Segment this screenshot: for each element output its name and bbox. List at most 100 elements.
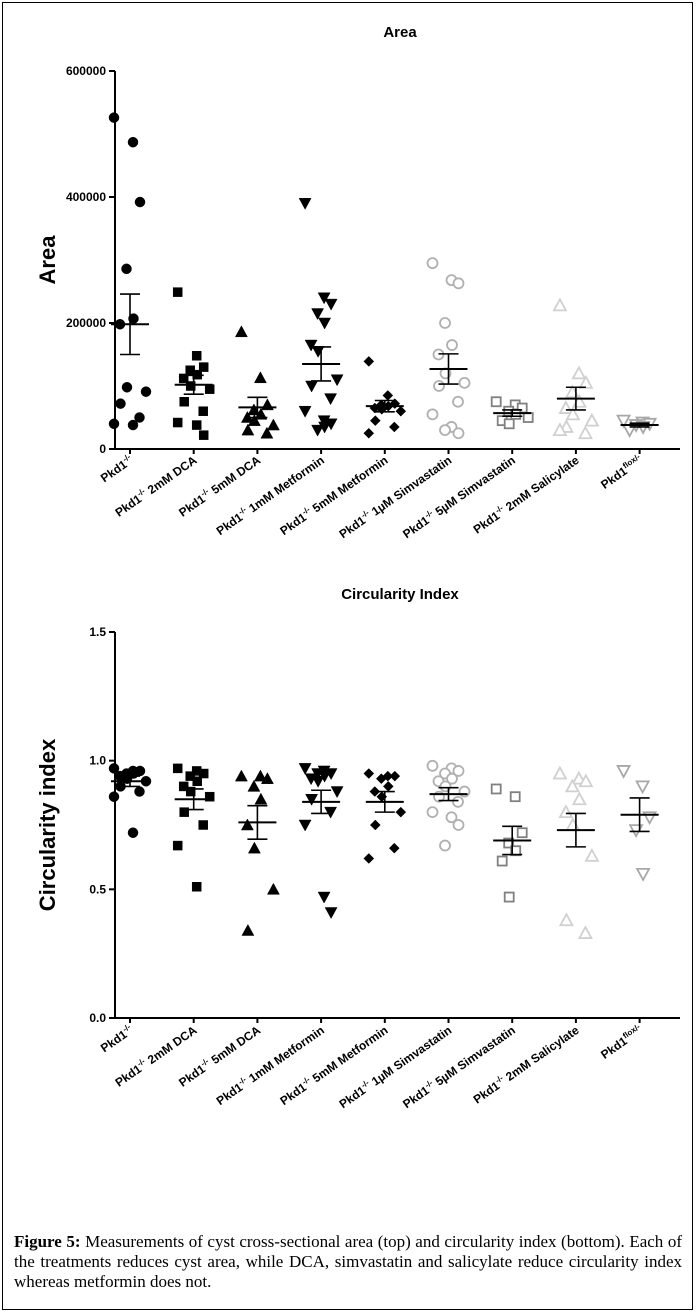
data-point bbox=[304, 339, 318, 352]
data-point bbox=[516, 827, 528, 839]
data-point bbox=[584, 848, 600, 862]
data-point bbox=[452, 765, 465, 777]
data-point bbox=[234, 769, 248, 782]
data-point bbox=[571, 791, 587, 806]
data-point bbox=[369, 819, 381, 831]
x-tick-label: Pkd1-/- 1mM Metformin bbox=[213, 1022, 327, 1108]
data-point bbox=[324, 393, 338, 406]
data-point bbox=[552, 297, 568, 312]
data-point bbox=[185, 786, 196, 797]
data-point bbox=[426, 759, 439, 772]
data-point bbox=[395, 806, 407, 818]
data-point bbox=[445, 811, 458, 824]
data-point bbox=[172, 840, 183, 851]
data-point bbox=[134, 786, 145, 797]
chart-title: Circularity Index bbox=[341, 586, 459, 603]
data-point bbox=[452, 427, 465, 440]
data-point bbox=[108, 418, 120, 430]
data-point bbox=[363, 853, 375, 864]
data-point bbox=[318, 317, 332, 330]
data-point bbox=[452, 819, 465, 831]
data-point bbox=[266, 418, 280, 431]
data-point bbox=[317, 292, 331, 305]
data-point bbox=[439, 317, 451, 329]
data-point bbox=[490, 783, 502, 795]
data-point bbox=[509, 791, 521, 803]
data-point bbox=[311, 776, 325, 788]
data-point bbox=[240, 818, 254, 831]
data-point bbox=[108, 112, 120, 123]
data-point bbox=[172, 417, 183, 428]
data-point bbox=[198, 820, 208, 830]
data-point bbox=[389, 770, 401, 782]
data-point bbox=[439, 424, 451, 437]
data-point bbox=[446, 772, 458, 785]
data-point bbox=[198, 430, 209, 440]
data-point bbox=[234, 325, 248, 338]
x-tick-label: Pkd1-/- 5mM Metformin bbox=[277, 452, 391, 538]
data-point bbox=[172, 287, 183, 297]
y-axis-label: Circularity index bbox=[35, 738, 60, 911]
data-point bbox=[452, 795, 464, 808]
x-tick-label: Pkd1flox/- bbox=[598, 452, 646, 492]
x-tick-label: Pkd1-/- 5µM Simvastatin bbox=[400, 452, 518, 541]
data-point bbox=[369, 415, 381, 427]
data-point bbox=[115, 398, 126, 409]
data-point bbox=[121, 263, 132, 275]
data-point bbox=[191, 351, 202, 361]
data-point bbox=[635, 867, 651, 882]
data-point bbox=[298, 405, 312, 418]
data-point bbox=[191, 882, 202, 892]
data-point bbox=[198, 406, 208, 416]
data-point bbox=[330, 374, 344, 387]
x-tick-label: Pkd1-/- bbox=[97, 1022, 136, 1055]
data-point bbox=[439, 839, 451, 852]
y-tick-label: 0.0 bbox=[89, 1011, 106, 1025]
data-point bbox=[179, 397, 189, 407]
data-point bbox=[305, 794, 319, 806]
data-point bbox=[490, 396, 502, 408]
data-point bbox=[395, 405, 407, 417]
data-point bbox=[558, 912, 574, 927]
data-point bbox=[616, 414, 632, 429]
data-point bbox=[298, 819, 312, 832]
data-point bbox=[433, 380, 445, 392]
x-tick-label: Pkd1-/- 2mM Salicylate bbox=[470, 452, 582, 537]
data-point bbox=[584, 412, 600, 427]
data-point bbox=[571, 365, 587, 380]
data-point bbox=[388, 842, 400, 854]
data-point bbox=[266, 882, 280, 895]
data-point bbox=[140, 386, 152, 397]
x-tick-label: Pkd1-/- 5µM Simvastatin bbox=[400, 1022, 518, 1111]
data-point bbox=[635, 780, 651, 795]
data-point bbox=[311, 346, 325, 358]
data-point bbox=[198, 362, 209, 372]
data-point bbox=[241, 423, 255, 436]
data-point bbox=[382, 781, 394, 792]
caption: Figure 5: Measurements of cyst cross-sec… bbox=[14, 1232, 682, 1292]
data-point bbox=[324, 907, 338, 920]
data-point bbox=[558, 804, 574, 819]
data-point bbox=[503, 891, 515, 903]
data-point bbox=[324, 298, 338, 311]
x-tick-label: Pkd1-/- 1µM Simvastatin bbox=[336, 1022, 454, 1111]
y-tick-label: 600000 bbox=[66, 64, 106, 78]
data-point bbox=[363, 768, 375, 779]
data-point bbox=[108, 763, 120, 774]
data-point bbox=[330, 786, 344, 799]
x-tick-label: Pkd1-/- 1mM Metformin bbox=[213, 452, 327, 538]
data-point bbox=[204, 791, 215, 802]
y-tick-label: 1.0 bbox=[89, 754, 106, 768]
data-point bbox=[317, 891, 331, 904]
data-point bbox=[253, 769, 267, 782]
data-point bbox=[426, 806, 439, 819]
data-point bbox=[121, 382, 133, 393]
data-point bbox=[192, 776, 202, 787]
data-point bbox=[127, 419, 139, 431]
data-point bbox=[363, 427, 375, 439]
data-point bbox=[134, 196, 146, 208]
x-tick-label: Pkd1-/- bbox=[97, 452, 136, 485]
data-point bbox=[375, 773, 387, 785]
data-point bbox=[565, 817, 581, 831]
